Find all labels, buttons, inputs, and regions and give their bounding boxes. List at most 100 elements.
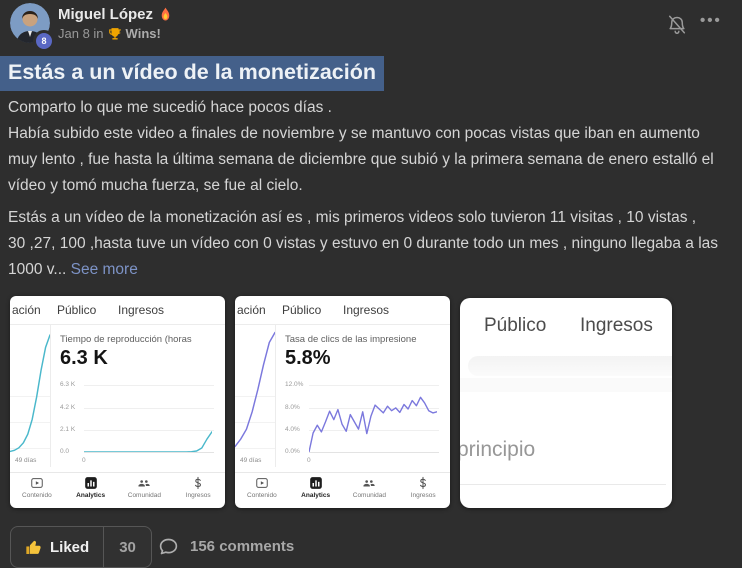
body-line: 1000 v... See more xyxy=(8,257,738,283)
divider xyxy=(10,472,225,473)
divider xyxy=(50,325,51,467)
tab-publico: Público xyxy=(484,315,547,336)
liked-label: Liked xyxy=(50,538,90,556)
like-button-group: Liked 30 xyxy=(10,526,152,568)
metric-title: Tiempo de reproducción (horas xyxy=(60,334,192,345)
attachment-image-zoomed[interactable]: Público Ingresos principio xyxy=(460,298,672,508)
y-tick: 6.3 K xyxy=(60,381,76,388)
see-more-link[interactable]: See more xyxy=(70,261,138,278)
y-tick: 4.2 K xyxy=(60,404,76,411)
bar-chart-icon xyxy=(309,477,322,489)
chart-range-label: 49 días xyxy=(15,457,37,464)
member-level-badge: 8 xyxy=(33,30,55,52)
gridline xyxy=(84,408,214,409)
body-line: Comparto lo que me sucedió hace pocos dí… xyxy=(8,99,332,116)
x-tick: 0 xyxy=(82,457,86,464)
body-line: muy lento , fue hasta la última semana d… xyxy=(8,151,714,168)
trophy-icon xyxy=(108,27,121,40)
post-paragraph-1: Comparto lo que me sucedió hace pocos dí… xyxy=(8,95,738,199)
body-line: 30 ,27, 100 ,hasta tuve un vídeo con 0 v… xyxy=(8,235,719,252)
tab-partial: ación xyxy=(12,303,41,317)
left-partial-chart xyxy=(10,334,50,453)
metric-value: 5.8% xyxy=(285,347,331,369)
tab-ingresos: Ingresos xyxy=(343,303,390,317)
screenshot-bottom-nav: Contenido Analytics Comunidad Ingresos xyxy=(10,474,225,506)
metric-title: Tasa de clics de las impresione xyxy=(285,334,417,345)
y-tick: 4.0% xyxy=(285,426,300,433)
people-icon xyxy=(138,480,151,487)
divider xyxy=(275,325,276,467)
comment-bubble-icon xyxy=(159,538,178,554)
body-line: Había subido este video a finales de nov… xyxy=(8,125,700,142)
tab-publico: Público xyxy=(282,303,322,317)
gridline xyxy=(235,422,275,423)
x-tick: 0 xyxy=(307,457,311,464)
body-line: vídeo y tomó mucha fuerza, se fue al cie… xyxy=(8,177,303,194)
gridline xyxy=(235,396,275,397)
post-paragraph-2: Estás a un vídeo de la monetización así … xyxy=(8,205,738,283)
blurred-card-edge xyxy=(468,356,672,376)
truncated-text: 1000 v... xyxy=(8,261,67,278)
attachment-image-ctr[interactable]: ación Público Ingresos 49 días Tasa de c… xyxy=(235,296,450,508)
divider xyxy=(235,324,450,325)
divider xyxy=(103,527,105,567)
post-meta: Jan 8 in Wins! xyxy=(58,26,161,41)
y-tick: 0.0 xyxy=(60,448,70,455)
divider xyxy=(460,484,666,485)
notifications-muted-icon[interactable] xyxy=(666,14,688,36)
gridline xyxy=(235,448,275,449)
more-options-icon[interactable]: ••• xyxy=(700,12,722,29)
nav-analytics: Analytics xyxy=(289,474,343,506)
nav-comunidad: Comunidad xyxy=(343,474,397,506)
y-tick: 8.0% xyxy=(285,404,300,411)
watch-time-line-chart xyxy=(84,431,212,452)
author-name[interactable]: Miguel López xyxy=(58,6,173,23)
chart-range-label: 49 días xyxy=(240,457,262,464)
screenshot-bottom-nav: Contenido Analytics Comunidad Ingresos xyxy=(235,474,450,506)
y-tick: 0.0% xyxy=(285,448,300,455)
post-title: Estás a un vídeo de la monetización xyxy=(0,56,384,91)
left-partial-chart xyxy=(235,331,275,448)
video-icon xyxy=(31,478,43,488)
attachment-image-watch-time[interactable]: ación Público Ingresos 49 días Tiempo de… xyxy=(10,296,225,508)
gridline xyxy=(10,422,50,423)
tab-ingresos: Ingresos xyxy=(118,303,165,317)
divider xyxy=(235,472,450,473)
video-icon xyxy=(256,478,268,488)
ctr-line-chart xyxy=(309,396,437,452)
people-icon xyxy=(363,480,376,487)
thumbs-up-icon xyxy=(26,540,41,554)
gridline xyxy=(84,452,214,453)
body-line: Estás a un vídeo de la monetización así … xyxy=(8,209,697,226)
nav-contenido: Contenido xyxy=(235,474,289,506)
y-tick: 12.0% xyxy=(285,381,304,388)
partial-text: principio xyxy=(460,438,536,461)
like-count[interactable]: 30 xyxy=(119,538,136,556)
comments-label: 156 comments xyxy=(190,537,295,555)
gridline xyxy=(309,385,439,386)
dollar-icon xyxy=(420,476,427,490)
post-date: Jan 8 in xyxy=(58,26,104,41)
fire-icon xyxy=(161,7,170,21)
author-name-text: Miguel López xyxy=(58,6,153,23)
tab-publico: Público xyxy=(57,303,97,317)
blurred-card-edge xyxy=(460,378,672,392)
gridline xyxy=(309,430,439,431)
nav-analytics: Analytics xyxy=(64,474,118,506)
y-tick: 2.1 K xyxy=(60,426,76,433)
space-name[interactable]: Wins! xyxy=(125,26,161,41)
dollar-icon xyxy=(195,476,202,490)
gridline xyxy=(10,396,50,397)
liked-button[interactable]: Liked xyxy=(11,527,103,567)
nav-ingresos: Ingresos xyxy=(396,474,450,506)
tab-ingresos: Ingresos xyxy=(580,315,653,336)
gridline xyxy=(10,448,50,449)
nav-comunidad: Comunidad xyxy=(118,474,172,506)
gridline xyxy=(309,452,439,453)
comments-button[interactable]: 156 comments xyxy=(158,526,294,566)
nav-ingresos: Ingresos xyxy=(171,474,225,506)
divider xyxy=(10,324,225,325)
nav-contenido: Contenido xyxy=(10,474,64,506)
gridline xyxy=(84,385,214,386)
bar-chart-icon xyxy=(84,477,97,489)
